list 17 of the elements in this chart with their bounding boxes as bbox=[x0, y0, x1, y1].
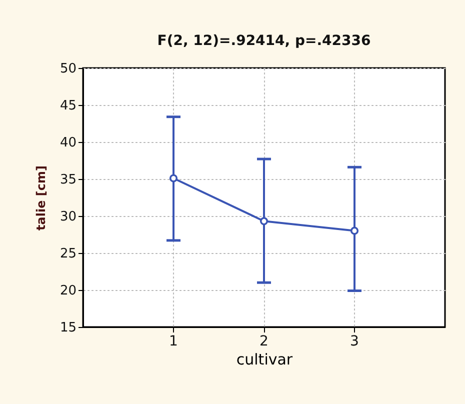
y-axis-title: talie [cm] bbox=[34, 166, 48, 230]
x-axis-title: cultivar bbox=[236, 350, 294, 368]
y-tick-label: 50 bbox=[60, 62, 76, 76]
y-tick-label: 45 bbox=[60, 98, 76, 114]
x-tick-label: 1 bbox=[169, 334, 178, 350]
y-tick-label: 20 bbox=[60, 284, 76, 298]
point bbox=[350, 226, 359, 235]
point bbox=[169, 174, 178, 182]
x-tick-label: 2 bbox=[260, 334, 268, 350]
y-tick-label: 30 bbox=[60, 210, 76, 224]
y-tick-label: 35 bbox=[60, 172, 76, 188]
y-tick-label: 15 bbox=[60, 320, 76, 336]
point bbox=[260, 217, 268, 226]
x-tick-label: 3 bbox=[350, 334, 359, 350]
y-tick-label: 25 bbox=[60, 246, 76, 262]
chart-title: F(2, 12)=.92414, p=.42336 bbox=[157, 33, 371, 49]
y-tick-label: 40 bbox=[60, 136, 76, 150]
